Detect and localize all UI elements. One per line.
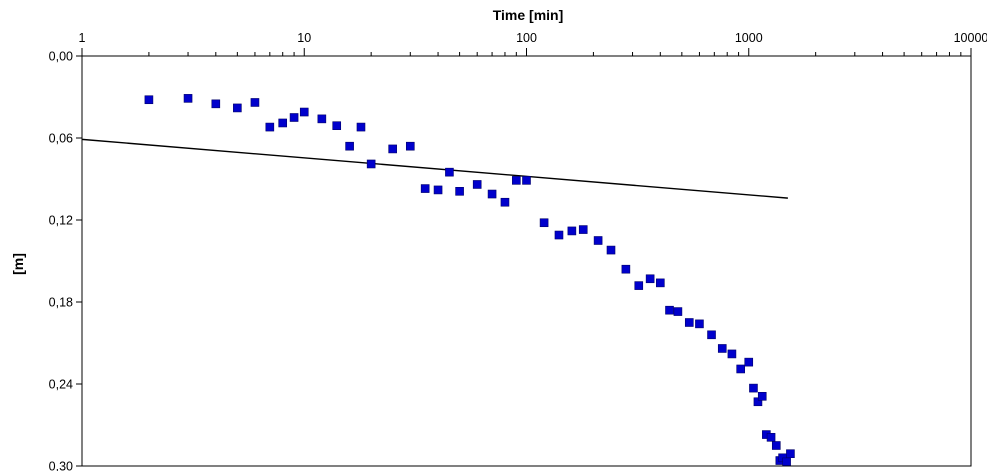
data-point [539,218,549,228]
data-point [736,364,746,374]
data-point [567,226,577,236]
data-point [500,197,510,207]
data-point [278,118,288,128]
trend-line [81,138,788,199]
y-axis-title: [m] [10,253,26,275]
data-point [593,236,603,245]
y-tick-label: 0,00 [49,50,73,64]
data-point [512,176,521,185]
data-point [356,122,366,132]
data-point [420,184,430,193]
data-point [366,159,376,169]
data-point [405,141,415,151]
data-point [265,122,275,132]
data-point [445,167,454,177]
data-point [487,189,497,199]
y-tick-label: 0,12 [49,214,73,228]
data-point [757,391,767,401]
data-point [786,449,795,459]
data-point [233,103,242,113]
x-axis-title: Time [min] [493,7,564,23]
data-point [634,281,644,290]
data-point [673,307,683,316]
x-tick-label: 1 [79,31,86,45]
data-point [771,441,781,450]
data-point [684,318,694,327]
x-tick-label: 10000 [954,31,987,45]
y-tick-label: 0,30 [49,460,73,471]
data-point [707,330,716,340]
y-axis: 0,00 0,06 0,12 0,18 0,24 0,30 [49,50,82,471]
data-point [717,344,727,353]
trend-line-layer [81,138,788,199]
data-point [211,99,221,109]
data-points-layer [144,94,795,467]
data-point [578,225,588,234]
data-point [695,319,704,329]
data-point [782,457,791,467]
data-point [645,274,655,284]
data-point [317,114,327,124]
data-point [289,113,299,122]
data-point [749,383,758,393]
y-tick-label: 0,18 [49,296,73,310]
data-point [433,185,443,195]
plot-area-frame [81,55,972,467]
data-point [388,144,397,154]
y-tick-label: 0,06 [49,132,73,146]
data-point [250,98,260,107]
data-point [766,432,776,442]
x-tick-label: 10 [297,31,311,45]
data-point [606,245,616,255]
x-tick-label: 100 [516,31,537,45]
data-point [455,187,464,196]
data-point [472,180,482,189]
data-point [656,278,665,288]
data-point [744,357,754,367]
data-point [554,230,564,240]
data-point [665,305,674,315]
x-tick-label: 1000 [735,31,763,45]
y-tick-label: 0,24 [49,378,73,392]
data-point [522,176,531,185]
data-point [144,95,154,105]
data-point [183,94,193,103]
data-point [621,264,631,274]
data-point [727,349,737,359]
data-point [345,141,354,151]
data-point [332,121,342,130]
data-point [299,107,309,117]
x-axis: 1 10 100 1000 10000 [79,31,987,56]
